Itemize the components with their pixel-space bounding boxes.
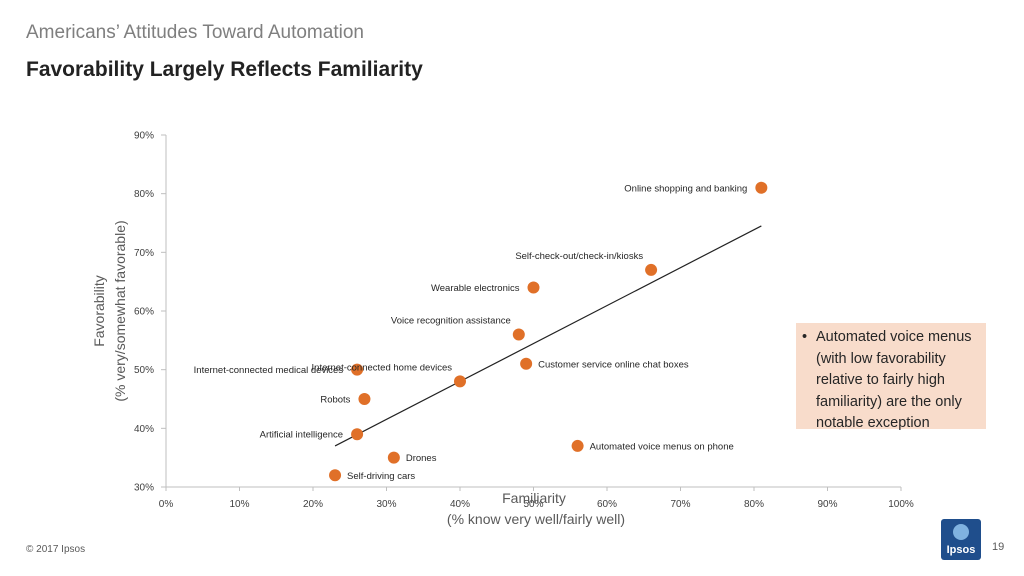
data-point-label: Self-driving cars bbox=[347, 471, 415, 482]
x-tick-label: 10% bbox=[229, 499, 249, 510]
x-tick-label: 0% bbox=[159, 499, 174, 510]
copyright-text: © 2017 Ipsos bbox=[26, 544, 86, 555]
data-point-label: Robots bbox=[320, 395, 350, 406]
chart-trendline-group bbox=[334, 225, 762, 447]
data-point-label: Automated voice menus on phone bbox=[590, 441, 734, 452]
x-tick-label: 80% bbox=[744, 499, 764, 510]
data-point-label: Self-check-out/check-in/kiosks bbox=[515, 251, 643, 262]
chart-axes bbox=[161, 134, 902, 491]
y-axis-subtitle: (% very/somewhat favorable) bbox=[112, 220, 128, 401]
ipsos-logo-mark-icon bbox=[953, 524, 969, 540]
x-tick-label: 90% bbox=[817, 499, 837, 510]
chart-points bbox=[329, 181, 768, 482]
chart-tick-labels: 30% 40% 50% 60% 70% 80% 90% 0% 10% 20% 30% 40% 50% 60… bbox=[134, 131, 914, 511]
x-axis-subtitle: (% know very well/fairly well) bbox=[447, 511, 625, 527]
y-tick-label: 90% bbox=[134, 131, 154, 142]
chart-point-labels: Online shopping and banking Self-check-ou… bbox=[194, 183, 748, 481]
data-point-label: Internet-connected home devices bbox=[312, 362, 453, 373]
data-point bbox=[454, 375, 466, 388]
data-point bbox=[351, 363, 364, 376]
slide-kicker: Americans’ Attitudes Toward Automation bbox=[26, 22, 364, 43]
ipsos-logo: Ipsos bbox=[941, 519, 981, 560]
data-point-label: Customer service online chat boxes bbox=[538, 359, 689, 370]
data-point bbox=[358, 393, 371, 405]
data-point bbox=[755, 181, 768, 194]
data-point bbox=[645, 263, 658, 276]
y-axis-title: Favorability bbox=[91, 275, 107, 347]
data-point bbox=[527, 281, 540, 294]
data-point bbox=[512, 328, 525, 341]
chart-trendline bbox=[334, 225, 762, 447]
data-point bbox=[387, 451, 400, 464]
x-axis-title: Familiarity bbox=[502, 490, 566, 506]
data-point bbox=[520, 357, 533, 370]
slide-title: Favorability Largely Reflects Familiarit… bbox=[26, 58, 423, 81]
y-tick-label: 50% bbox=[134, 365, 154, 376]
y-tick-label: 40% bbox=[134, 424, 154, 435]
data-point-label: Online shopping and banking bbox=[624, 183, 747, 194]
data-point bbox=[571, 439, 584, 452]
y-tick-label: 60% bbox=[134, 307, 154, 318]
y-tick-label: 70% bbox=[134, 248, 154, 259]
x-tick-label: 50% bbox=[523, 499, 543, 510]
x-tick-label: 40% bbox=[450, 499, 470, 510]
y-tick-label: 80% bbox=[134, 189, 154, 200]
exception-callout: Automated voice menus (with low favorabi… bbox=[796, 323, 986, 431]
y-tick-label: 30% bbox=[134, 483, 154, 494]
data-point-label: Drones bbox=[406, 453, 437, 464]
x-tick-label: 60% bbox=[597, 499, 617, 510]
chart-axis-labels: Familiarity (% know very well/fairly well… bbox=[91, 220, 625, 527]
x-tick-label: 30% bbox=[376, 499, 396, 510]
data-point-label: Artificial intelligence bbox=[260, 430, 343, 441]
x-tick-label: 100% bbox=[888, 499, 914, 510]
ipsos-logo-text: Ipsos bbox=[946, 544, 976, 556]
data-point bbox=[351, 428, 364, 441]
x-tick-label: 20% bbox=[303, 499, 323, 510]
data-point-label: Wearable electronics bbox=[431, 283, 520, 294]
data-point bbox=[329, 469, 342, 482]
x-tick-label: 70% bbox=[670, 499, 690, 510]
data-point-label: Voice recognition assistance bbox=[391, 315, 511, 326]
data-point-label: Internet-connected medical devices bbox=[194, 365, 344, 376]
page-number: 19 bbox=[992, 541, 1005, 553]
callout-text: Automated voice menus (with low favorabi… bbox=[816, 329, 972, 431]
